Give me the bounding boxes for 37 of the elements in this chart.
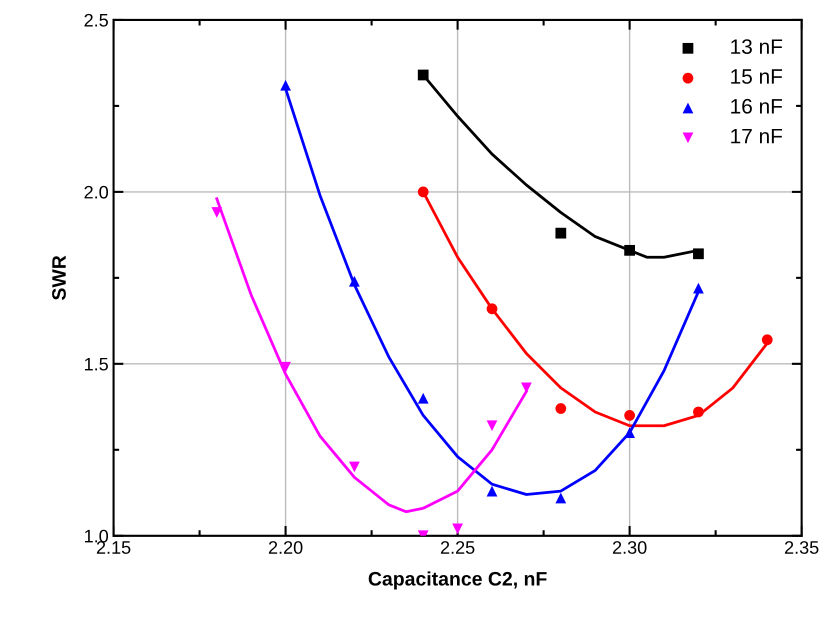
legend-label: 17 nF	[731, 128, 782, 144]
point	[418, 392, 429, 404]
x-tick-label: 2.20	[268, 541, 302, 554]
x-tick-label: 2.35	[784, 541, 818, 554]
point	[349, 276, 360, 287]
point	[280, 80, 291, 91]
x-axis-title: Capacitance C2, nF	[368, 571, 547, 590]
y-tick-label: 2.0	[84, 186, 108, 199]
legend-label: 15 nF	[731, 69, 782, 84]
y-tick-label: 1.5	[84, 358, 108, 371]
point	[693, 406, 704, 418]
point	[693, 248, 704, 260]
point	[693, 282, 704, 294]
x-tick-label: 2.15	[96, 541, 130, 554]
x-tick-label: 2.30	[612, 541, 646, 554]
point	[555, 228, 566, 239]
y-tick-label: 1.0	[84, 530, 108, 542]
point	[624, 410, 636, 421]
point	[211, 207, 222, 218]
point	[452, 524, 463, 534]
point	[349, 462, 360, 472]
point	[280, 362, 291, 373]
point	[555, 403, 566, 414]
legend-label: 13 nF	[731, 39, 782, 54]
point	[486, 420, 498, 432]
point	[624, 427, 636, 438]
legend-label: 16 nF	[731, 98, 782, 114]
y-axis-title: SWR	[52, 256, 66, 300]
point	[418, 186, 429, 198]
point	[486, 486, 498, 496]
y-tick-label: 2.5	[84, 14, 108, 27]
x-tick-label: 2.25	[440, 541, 474, 554]
point	[555, 492, 566, 504]
point	[624, 244, 636, 256]
point	[418, 70, 429, 80]
point	[762, 334, 773, 346]
point	[486, 303, 498, 314]
